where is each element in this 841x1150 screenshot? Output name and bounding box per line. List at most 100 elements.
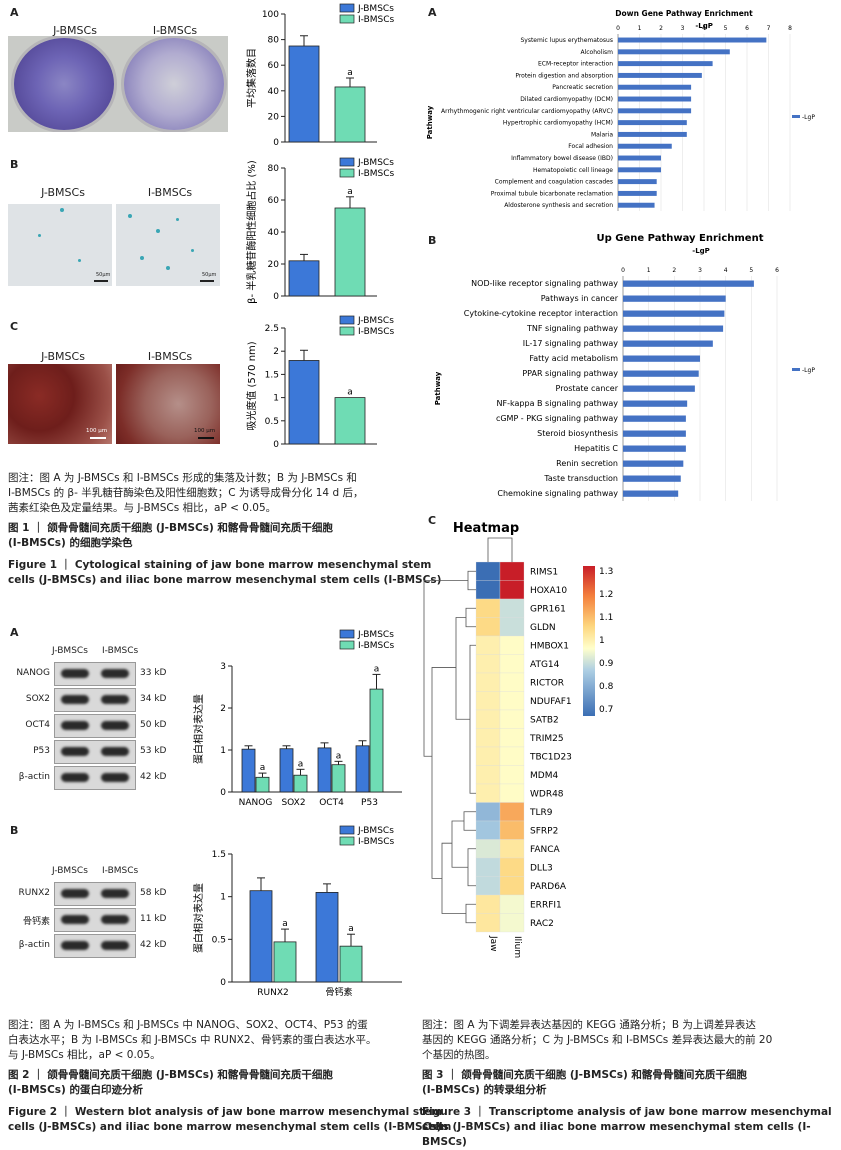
legend-label: J-BMSCs	[357, 826, 394, 836]
row-dendrogram	[423, 580, 468, 757]
heatmap-cell	[499, 672, 525, 692]
row-label: GLDN	[530, 623, 556, 633]
y-tick-label: 2	[220, 704, 226, 714]
bar	[334, 86, 366, 143]
row-label: GPR161	[530, 605, 566, 615]
row-label: SFRP2	[530, 827, 558, 837]
legend-label: -LgP	[802, 114, 815, 121]
row-label: TLR9	[529, 808, 553, 818]
protein-band	[61, 773, 89, 782]
category-label: Dilated cardiomyopathy (DCM)	[520, 96, 613, 103]
fig2-title-cn: 图 2 ｜ 颌骨骨髓间充质干细胞 (J-BMSCs) 和髂骨骨髓间充质干细胞	[8, 1069, 333, 1081]
protein-band	[61, 721, 89, 730]
row-label: TBC1D23	[529, 753, 572, 763]
bar	[618, 96, 692, 102]
panel-label: C	[428, 514, 437, 527]
significance-mark: a	[336, 751, 342, 761]
fig1-note-line: I-BMSCs 的 β- 半乳糖苷酶染色及阳性细胞数；C 为诱导成骨分化 14 …	[8, 487, 364, 499]
lane-label: I-BMSCs	[102, 866, 139, 876]
bar	[339, 945, 363, 983]
bar	[618, 108, 692, 114]
bar	[618, 84, 692, 90]
bar	[618, 155, 661, 161]
heatmap-cell	[499, 598, 525, 618]
y-tick-label: 40	[268, 87, 280, 97]
y-tick-label: 60	[268, 61, 280, 71]
panel-label: B	[10, 824, 19, 837]
y-tick-label: 100	[262, 10, 279, 20]
column-label: Ilium	[512, 936, 522, 958]
chart-title: Down Gene Pathway Enrichment	[615, 9, 753, 18]
scale-bar: 50μm	[202, 272, 217, 278]
heatmap-cell	[499, 691, 525, 711]
heatmap-cell	[475, 709, 501, 729]
alizarin-photo-j: 100 μm	[8, 364, 112, 444]
bar	[618, 37, 767, 43]
significance-mark: a	[348, 924, 354, 934]
category-label: Prostate cancer	[556, 384, 619, 393]
y-tick-label: 2	[273, 347, 279, 357]
chart-heatmap: Heatmap RIMS1 HOXA10 GPR161 GLDN HMBOX1 ATG14 R…	[423, 521, 614, 958]
blot-row-label: SOX2	[25, 694, 50, 704]
fig2-note-line: 与 J-BMSCs 相比，aP < 0.05。	[8, 1049, 161, 1061]
legend-swatch	[339, 326, 355, 336]
fig1-title-en: cells (J-BMSCs) and iliac bone marrow me…	[8, 574, 442, 586]
panel-label: B	[428, 234, 437, 247]
bar	[315, 892, 339, 983]
bar	[334, 207, 366, 297]
row-label: HMBOX1	[530, 642, 569, 652]
y-tick-label: 40	[268, 228, 280, 238]
legend-swatch	[339, 640, 355, 650]
row-dendrogram	[431, 667, 456, 879]
category-label: Chemokine signaling pathway	[497, 489, 618, 498]
bar	[618, 120, 687, 126]
heatmap-cell	[499, 617, 525, 637]
row-label: ERRFI1	[530, 901, 562, 911]
bar	[255, 776, 270, 793]
color-bar-label: 0.7	[599, 705, 613, 715]
molecular-weight: 50 kD	[140, 720, 167, 730]
heatmap-cell	[475, 857, 501, 877]
legend-label: J-BMSCs	[357, 4, 394, 14]
y-axis-label: β- 半乳糖苷酶阳性细胞占比 (%)	[245, 160, 258, 304]
column-dendrogram	[487, 537, 513, 562]
category-label: Fatty acid metabolism	[529, 354, 618, 363]
legend-swatch	[339, 168, 355, 178]
scale-bar: 100 μm	[86, 428, 108, 434]
heatmap-cell	[475, 876, 501, 896]
y-tick-label: 80	[268, 164, 280, 174]
protein-band	[61, 695, 89, 704]
bar	[355, 745, 370, 793]
lane-label: I-BMSCs	[102, 646, 139, 656]
heatmap-cell	[475, 765, 501, 785]
y-axis-label: Pathway	[426, 105, 434, 139]
y-tick-label: 1.5	[265, 370, 279, 380]
protein-band	[101, 695, 129, 704]
beta-gal-photo-i: 50μm	[116, 204, 220, 286]
category-label: TNF signaling pathway	[526, 324, 618, 333]
category-label: IL-17 signaling pathway	[523, 339, 618, 348]
fig3-title-en: cells (J-BMSCs) and iliac bone marrow me…	[422, 1121, 811, 1148]
y-tick-label: 3	[220, 662, 226, 672]
row-label: FANCA	[530, 845, 561, 855]
x-tick-label: 5	[724, 25, 728, 32]
fig2-note-line: 白表达水平；B 为 I-BMSCs 和 J-BMSCs 中 RUNX2、骨钙素的…	[8, 1034, 377, 1046]
bar	[618, 49, 730, 55]
x-tick-label: 2	[672, 267, 676, 274]
legend-swatch	[339, 836, 355, 846]
significance-mark: a	[260, 763, 266, 773]
x-tick-label: 3	[698, 267, 702, 274]
fig3-note-line: 个基因的热图。	[422, 1049, 496, 1061]
y-tick-label: 0	[273, 440, 279, 450]
y-axis-label: 蛋白相对表达量	[192, 694, 205, 764]
blot-strip	[54, 662, 136, 686]
bar	[623, 475, 681, 482]
fig2-title-en: cells (J-BMSCs) and iliac bone marrow me…	[8, 1121, 442, 1133]
category-label: NOD-like receptor signaling pathway	[471, 279, 618, 288]
legend-swatch	[339, 14, 355, 24]
y-tick-label: 20	[268, 112, 280, 122]
heatmap-cell	[499, 746, 525, 766]
y-axis-label: 平均集落数目	[245, 48, 258, 108]
